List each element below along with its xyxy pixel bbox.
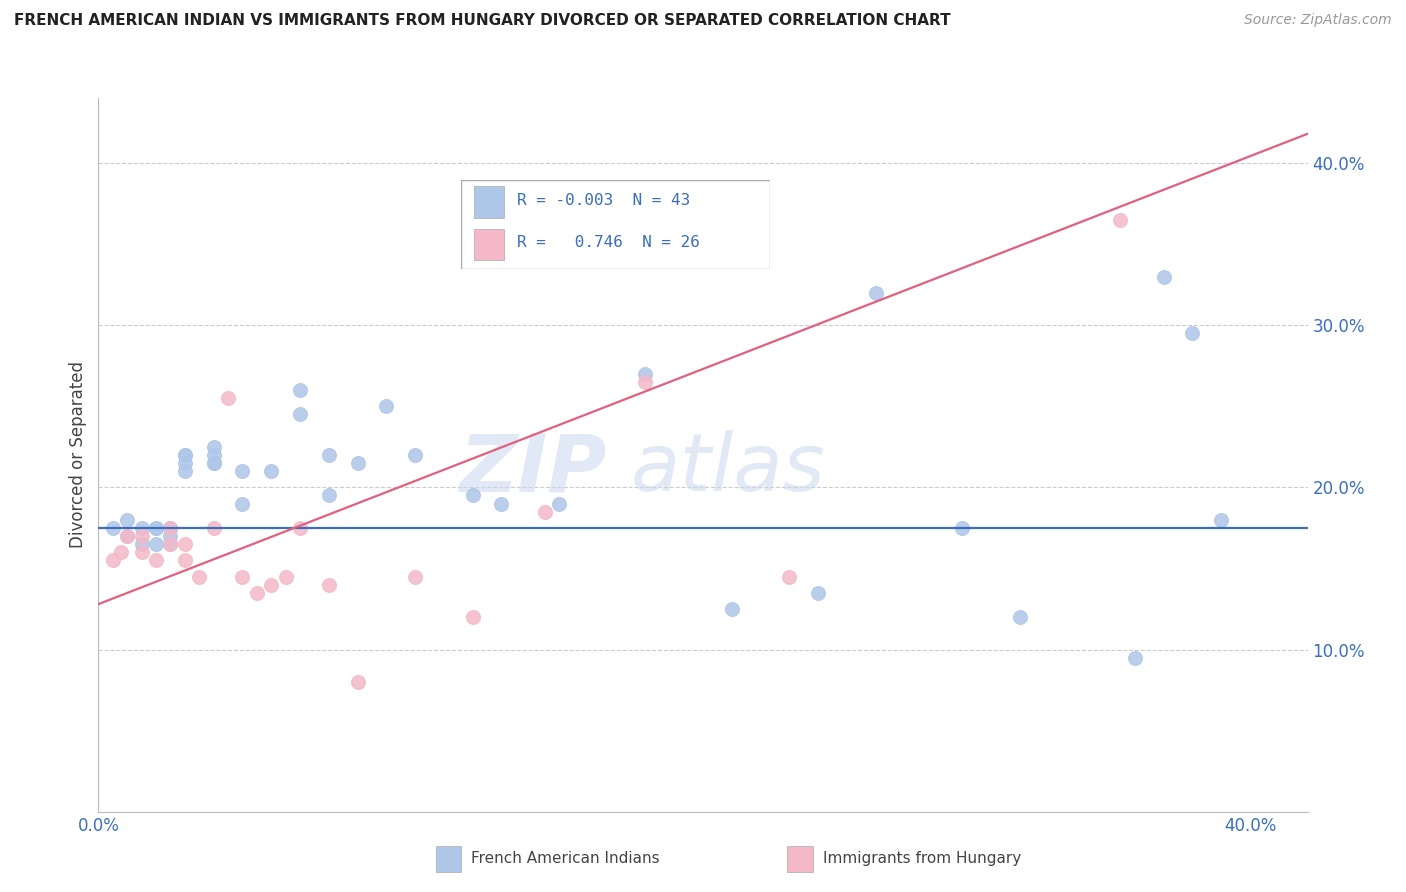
Point — [173, 464, 195, 478]
Text: Immigrants from Hungary: Immigrants from Hungary — [823, 852, 1021, 866]
Point — [318, 488, 340, 502]
Point — [288, 408, 311, 422]
Point — [145, 553, 167, 567]
Point — [404, 448, 426, 462]
Point — [131, 545, 153, 559]
Point — [807, 586, 830, 600]
Point — [202, 456, 225, 470]
Point — [274, 569, 297, 583]
Point — [159, 521, 181, 535]
Text: FRENCH AMERICAN INDIAN VS IMMIGRANTS FROM HUNGARY DIVORCED OR SEPARATED CORRELAT: FRENCH AMERICAN INDIAN VS IMMIGRANTS FRO… — [14, 13, 950, 29]
Point — [188, 569, 211, 583]
Point — [461, 488, 484, 502]
Point — [260, 577, 283, 591]
Point — [173, 553, 195, 567]
Point — [260, 464, 283, 478]
Point — [110, 545, 132, 559]
Point — [1008, 610, 1031, 624]
Point — [131, 521, 153, 535]
Point — [231, 569, 253, 583]
Point — [1181, 326, 1204, 341]
Point — [346, 675, 368, 690]
Point — [533, 505, 555, 519]
Point — [202, 440, 225, 454]
Point — [217, 391, 239, 405]
Point — [720, 602, 742, 616]
Point — [159, 537, 181, 551]
Y-axis label: Divorced or Separated: Divorced or Separated — [69, 361, 87, 549]
Point — [404, 569, 426, 583]
Point — [159, 529, 181, 543]
Text: Source: ZipAtlas.com: Source: ZipAtlas.com — [1244, 13, 1392, 28]
Point — [288, 383, 311, 397]
Point — [159, 521, 181, 535]
Point — [491, 497, 513, 511]
Point — [1123, 650, 1146, 665]
Point — [131, 537, 153, 551]
Point — [634, 367, 657, 381]
Text: ZIP: ZIP — [458, 430, 606, 508]
Point — [950, 521, 973, 535]
Text: French American Indians: French American Indians — [471, 852, 659, 866]
Point — [173, 448, 195, 462]
Point — [202, 448, 225, 462]
Point — [318, 448, 340, 462]
Point — [159, 521, 181, 535]
Point — [318, 577, 340, 591]
Point — [115, 529, 138, 543]
Point — [461, 610, 484, 624]
Point — [202, 521, 225, 535]
Point — [173, 456, 195, 470]
Point — [115, 529, 138, 543]
Point — [145, 521, 167, 535]
Point — [173, 448, 195, 462]
Point — [634, 375, 657, 389]
Point — [173, 537, 195, 551]
Point — [375, 399, 398, 413]
FancyBboxPatch shape — [474, 186, 505, 218]
Text: R = -0.003  N = 43: R = -0.003 N = 43 — [517, 194, 690, 208]
Point — [101, 553, 124, 567]
FancyBboxPatch shape — [474, 229, 505, 260]
Point — [231, 497, 253, 511]
Point — [548, 497, 571, 511]
FancyBboxPatch shape — [461, 180, 770, 269]
Point — [1153, 269, 1175, 284]
Point — [115, 513, 138, 527]
Point — [246, 586, 269, 600]
Point — [159, 537, 181, 551]
Point — [865, 285, 887, 300]
Point — [202, 456, 225, 470]
Point — [346, 456, 368, 470]
Point — [101, 521, 124, 535]
Text: atlas: atlas — [630, 430, 825, 508]
Text: R =   0.746  N = 26: R = 0.746 N = 26 — [517, 235, 700, 250]
Point — [1109, 212, 1132, 227]
Point — [288, 521, 311, 535]
Point — [145, 537, 167, 551]
Point — [1211, 513, 1233, 527]
Point — [131, 529, 153, 543]
Point — [778, 569, 800, 583]
Point — [145, 521, 167, 535]
Point — [231, 464, 253, 478]
